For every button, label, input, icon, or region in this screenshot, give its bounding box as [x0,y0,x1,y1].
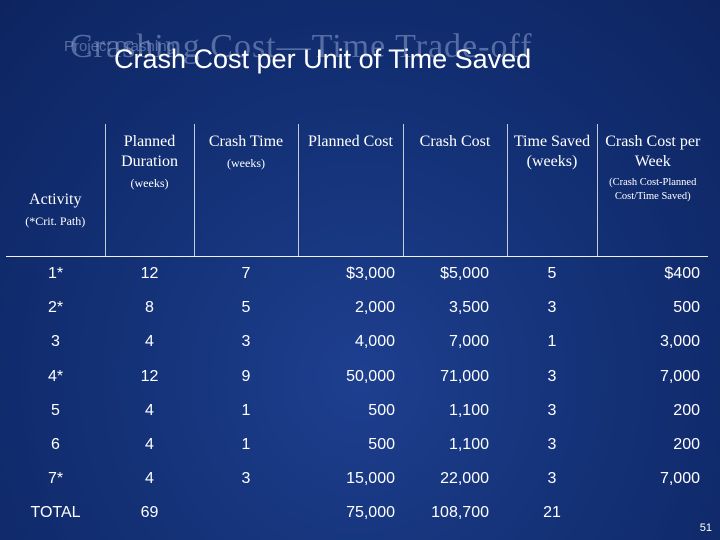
header-crash-cost-label: Crash Cost [419,133,491,150]
cell-crash-cost: 1,100 [448,401,489,419]
cell-planned-cost: 4,000 [354,333,395,351]
cell-total-label: TOTAL [30,504,81,522]
cell-crash-cost: 3,500 [448,299,489,317]
cell-activity: 6 [51,436,60,454]
cell-planned-cost: 15,000 [346,470,395,488]
cell-planned-cost: $3,000 [346,265,395,283]
cell-crash-cost-per-week: 7,000 [659,470,700,488]
table-total-row: TOTAL 69 75,000 108,700 21 [6,496,708,530]
header-crash-time-label: Crash Time [208,133,284,150]
cell-crash-cost-per-week: 3,000 [659,333,700,351]
cell-crash-cost: 71,000 [440,367,489,385]
cell-total-planned-cost: 75,000 [346,504,395,522]
table-row: 3 4 3 4,000 7,000 1 3,000 [6,325,708,359]
page-number: 51 [699,522,712,534]
cell-total-crash-cost: 108,700 [431,504,489,522]
cell-crash-cost: 1,100 [448,436,489,454]
cell-time-saved: 3 [547,470,557,488]
cell-crash-cost: 7,000 [448,333,489,351]
cell-time-saved: 3 [547,436,557,454]
cell-planned-duration: 4 [145,436,154,454]
cell-crash-time: 9 [241,367,251,385]
crash-cost-table: Activity (*Crit. Path) Planned Duration … [6,124,708,531]
cell-total-crash-time [194,496,298,530]
cell-crash-cost-per-week: 200 [673,401,700,419]
cell-crash-cost: 22,000 [440,470,489,488]
cell-crash-time: 3 [241,333,251,351]
cell-crash-time: 3 [241,470,251,488]
cell-crash-cost-per-week: 500 [673,299,700,317]
cell-activity: 3 [51,333,60,351]
table-row: 4* 12 9 50,000 71,000 3 7,000 [6,360,708,394]
table-row: 6 4 1 500 1,100 3 200 [6,428,708,462]
header-planned-cost: Planned Cost [297,124,403,257]
table-row: 2* 8 5 2,000 3,500 3 500 [6,291,708,325]
cell-planned-duration: 12 [140,265,159,283]
cell-crash-time: 1 [241,436,251,454]
header-crash-cost: Crash Cost [402,124,507,257]
cell-activity: 4* [47,367,64,385]
cell-crash-time: 5 [241,299,251,317]
header-planned-cost-label: Planned Cost [308,133,393,150]
cell-time-saved: 3 [547,299,557,317]
cell-crash-cost-per-week: 7,000 [659,367,700,385]
cell-activity: 2* [47,299,64,317]
header-crash-time: Crash Time (weeks) [193,124,298,257]
header-crash-cost-per-week-label: Crash Cost per Week [605,133,701,170]
cell-planned-cost: 500 [368,436,395,454]
cell-crash-time: 1 [241,401,251,419]
cell-planned-duration: 8 [145,299,154,317]
cell-crash-cost-per-week: $400 [664,265,700,283]
cell-time-saved: 1 [547,333,557,351]
cell-time-saved: 5 [547,265,557,283]
cell-planned-duration: 4 [145,470,154,488]
slide-title: Crash Cost per Unit of Time Saved [114,44,532,74]
cell-crash-cost-per-week: 200 [673,436,700,454]
header-time-saved-label: Time Saved (weeks) [513,133,591,170]
header-planned-duration-label: Planned Duration [121,133,178,170]
cell-time-saved: 3 [547,401,557,419]
cell-planned-duration: 4 [145,333,154,351]
header-activity: Activity (*Crit. Path) [6,124,105,257]
cell-planned-cost: 500 [368,401,395,419]
table-header-row: Activity (*Crit. Path) Planned Duration … [6,124,708,257]
ghost-title: Crashing Cost—Time Trade-off [70,28,533,65]
header-planned-duration-unit: (weeks) [130,176,169,190]
table-row: 5 4 1 500 1,100 3 200 [6,394,708,428]
cell-planned-duration: 12 [140,367,159,385]
header-crash-cost-per-week-formula: (Crash Cost-Planned Cost/Time Saved) [609,177,697,202]
header-crash-cost-per-week: Crash Cost per Week (Crash Cost-Planned … [596,124,708,257]
table-row: 1* 12 7 $3,000 $5,000 5 $400 [6,257,708,292]
cell-planned-duration: 4 [145,401,154,419]
cell-crash-cost: $5,000 [440,265,489,283]
cell-total-planned-duration: 69 [140,504,159,522]
ghost-subtitle: Project Crashing [64,38,175,55]
header-planned-duration: Planned Duration (weeks) [104,124,194,257]
cell-planned-cost: 50,000 [346,367,395,385]
table-row: 7* 4 3 15,000 22,000 3 7,000 [6,462,708,496]
header-activity-note: (*Crit. Path) [25,214,86,228]
cell-total-time-saved: 21 [543,504,561,522]
header-activity-label: Activity [29,191,82,208]
cell-activity: 1* [47,265,64,283]
header-crash-time-unit: (weeks) [227,156,265,170]
cell-activity: 5 [51,401,60,419]
cell-planned-cost: 2,000 [354,299,395,317]
header-time-saved: Time Saved (weeks) [506,124,597,257]
cell-crash-time: 7 [241,265,251,283]
cell-activity: 7* [47,470,64,488]
cell-time-saved: 3 [547,367,557,385]
cell-total-crash-cost-per-week [597,496,708,530]
